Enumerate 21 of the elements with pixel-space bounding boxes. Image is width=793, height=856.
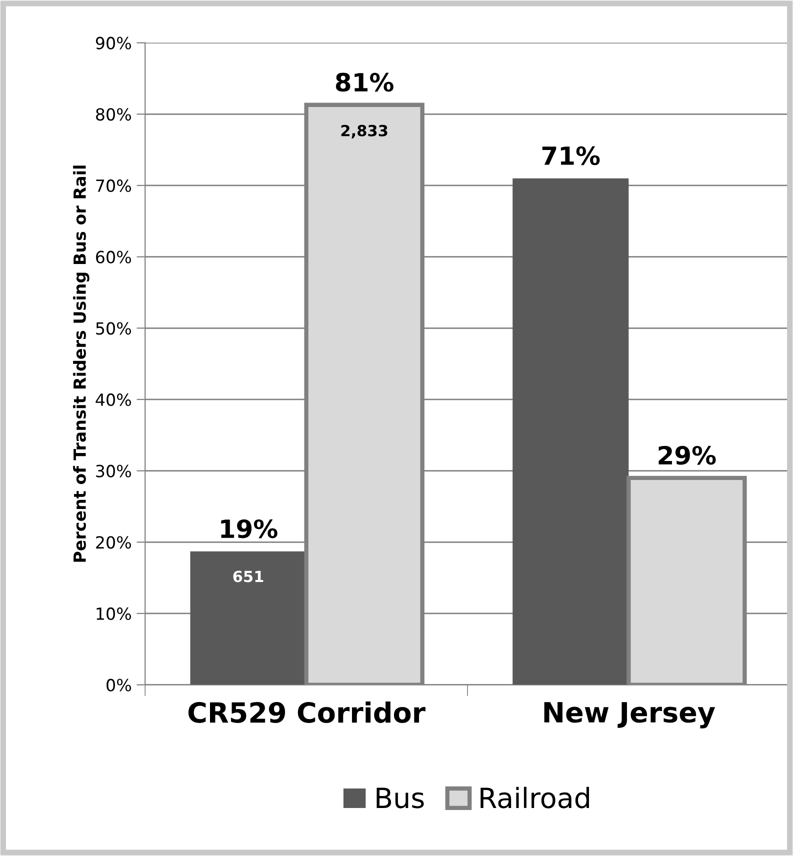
annotation: 2,833 xyxy=(341,124,388,138)
y-tick-label: 20% xyxy=(96,536,132,549)
data-label: 81% xyxy=(336,72,394,92)
y-tick-label: 70% xyxy=(96,179,132,192)
legend-label: Bus xyxy=(376,788,424,808)
annotation: 651 xyxy=(233,570,264,582)
y-axis-title: Percent of Transit Riders Using Bus or Rail xyxy=(73,166,90,562)
y-tick-label: 30% xyxy=(96,464,132,478)
legend-label: Railroad xyxy=(480,786,589,808)
y-tick-label: 50% xyxy=(96,322,132,335)
data-label: 19% xyxy=(221,519,278,538)
y-tick-label: 90% xyxy=(96,36,132,50)
y-tick-label: 40% xyxy=(96,393,132,406)
y-tick-label: 60% xyxy=(96,250,132,264)
data-label: 71% xyxy=(542,146,600,166)
y-tick-label: 0% xyxy=(106,678,132,692)
y-tick-label: 10% xyxy=(96,607,132,620)
x-tick-label: CR529 Corridor xyxy=(188,701,426,723)
y-tick-label: 80% xyxy=(96,108,132,121)
x-tick-label: New Jersey xyxy=(544,702,716,728)
data-label: 29% xyxy=(658,446,716,465)
